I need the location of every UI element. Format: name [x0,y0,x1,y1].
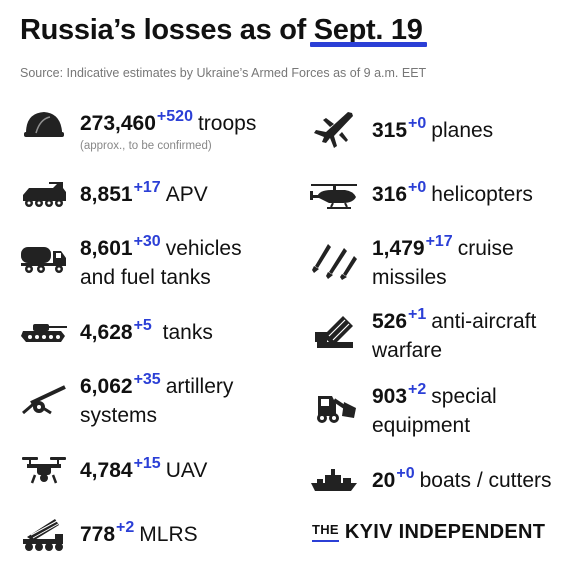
brand-name: KYIV INDEPENDENT [344,521,546,543]
stat-label-line2: missiles [372,266,447,289]
stat-value: 903 [372,385,408,408]
stat-value: 20 [372,469,396,492]
stat-value: 8,851 [80,183,133,206]
source-note: Source: Indicative estimates by Ukraine’… [20,66,427,80]
stat-label-line2: and fuel tanks [80,266,211,289]
stat-label: artillery [165,375,234,398]
tank-icon [18,312,70,352]
stat-label: APV [165,183,208,206]
stat-value: 315 [372,119,408,142]
stat-label: helicopters [431,183,533,206]
stat-value: 1,479 [372,237,425,260]
stat-label: UAV [165,459,208,482]
stat-delta: +2 [116,519,135,536]
apv-icon [18,174,70,214]
stat-value: 316 [372,183,408,206]
artillery-icon [18,380,70,420]
title-date: Sept. 19 [313,14,423,46]
stat-delta: +0 [396,465,415,482]
anti-aircraft-icon [308,312,360,352]
stat-delta: +35 [133,371,161,388]
helicopter-icon [308,176,360,216]
stat-label: troops [197,112,257,135]
missile-icon [308,242,360,282]
drone-icon [18,450,70,490]
stat-delta: +17 [133,179,161,196]
stat-value: 526 [372,310,408,333]
stat-delta: +2 [408,381,427,398]
stat-delta: +15 [133,455,161,472]
stat-delta: +17 [425,233,453,250]
boat-icon [308,460,360,500]
mlrs-icon [18,514,70,554]
stat-delta: +1 [408,306,427,323]
brand-logo: THE KYIV INDEPENDENT [312,521,545,544]
stat-value: 778 [80,523,116,546]
loader-icon [308,386,360,426]
fuel-truck-icon [18,238,70,278]
stat-value: 8,601 [80,237,133,260]
helmet-icon [18,106,70,146]
title-main: Russia’s losses as of [20,14,314,46]
stat-value: 273,460 [80,112,156,135]
stat-label: special [431,385,497,408]
stat-label: MLRS [139,523,198,546]
stat-delta: +5 [133,317,152,334]
stat-delta: +0 [408,179,427,196]
page-title: Russia’s losses as of Sept. 19 [20,14,423,47]
stat-label-line2: equipment [372,414,471,437]
stat-label-line2: warfare [372,339,443,362]
plane-icon [308,110,360,150]
stat-label: planes [431,119,494,142]
stat-label: cruise [457,237,514,260]
stat-note: (approx., to be confirmed) [80,140,212,152]
stat-label: tanks [162,321,213,344]
stat-label: boats / cutters [419,469,552,492]
brand-the: THE [312,522,339,537]
stat-label-line2: systems [80,404,158,427]
stat-value: 6,062 [80,375,133,398]
stat-value: 4,784 [80,459,133,482]
stat-delta: +30 [133,233,161,250]
stat-delta: +0 [408,115,427,132]
stat-delta: +520 [156,108,193,125]
stat-label: vehicles [165,237,242,260]
stat-value: 4,628 [80,321,133,344]
stat-label: anti-aircraft [431,310,537,333]
